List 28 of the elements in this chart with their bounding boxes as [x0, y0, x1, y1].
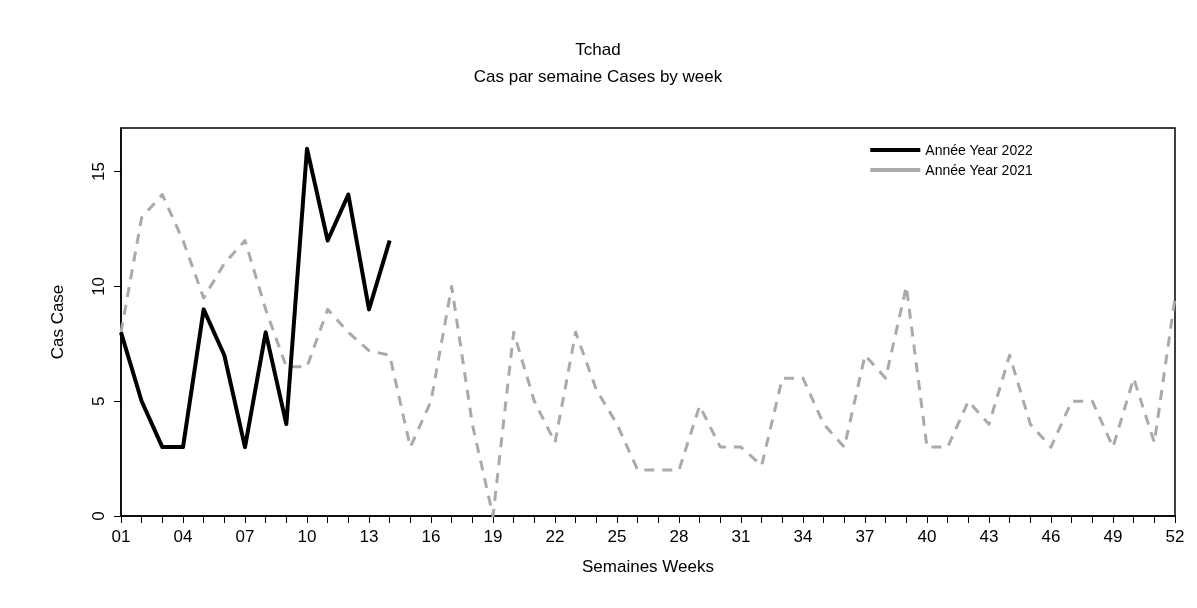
x-tick-label: 07 [235, 527, 255, 546]
x-tick-label: 19 [483, 527, 503, 546]
chart-subtitle: Cas par semaine Cases by week [473, 67, 723, 86]
x-tick-label: 37 [855, 527, 875, 546]
x-tick-label: 28 [669, 527, 689, 546]
y-tick-label: 0 [89, 511, 108, 521]
x-tick-label: 40 [917, 527, 937, 546]
x-tick-label: 34 [793, 527, 813, 546]
y-tick-label: 15 [89, 162, 108, 182]
x-tick-label: 46 [1041, 527, 1061, 546]
legend-label: Année Year 2021 [925, 162, 1033, 178]
x-tick-label: 43 [979, 527, 999, 546]
y-tick-label: 5 [89, 396, 108, 406]
legend-label: Année Year 2022 [925, 142, 1033, 158]
x-tick-label: 04 [173, 527, 193, 546]
x-axis-title: Semaines Weeks [582, 557, 714, 576]
x-tick-label: 52 [1165, 527, 1185, 546]
x-tick-label: 25 [607, 527, 627, 546]
x-tick-label: 49 [1103, 527, 1123, 546]
chart-title: Tchad [575, 40, 621, 59]
x-tick-label: 10 [297, 527, 317, 546]
x-tick-label: 16 [421, 527, 441, 546]
y-tick-label: 10 [89, 276, 108, 296]
x-tick-label: 13 [359, 527, 379, 546]
y-axis-title: Cas Case [48, 284, 67, 360]
x-tick-label: 31 [731, 527, 751, 546]
x-tick-label: 22 [545, 527, 565, 546]
x-tick-label: 01 [111, 527, 131, 546]
